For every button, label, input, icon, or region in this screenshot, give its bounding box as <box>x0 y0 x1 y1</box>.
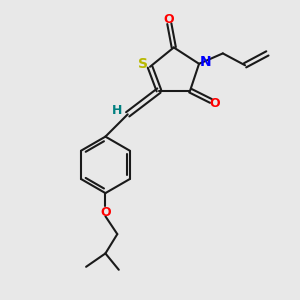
Text: H: H <box>112 104 122 117</box>
Text: N: N <box>200 55 212 69</box>
Text: O: O <box>100 206 111 219</box>
Text: S: S <box>139 57 148 71</box>
Text: O: O <box>164 13 174 26</box>
Text: O: O <box>209 98 220 110</box>
